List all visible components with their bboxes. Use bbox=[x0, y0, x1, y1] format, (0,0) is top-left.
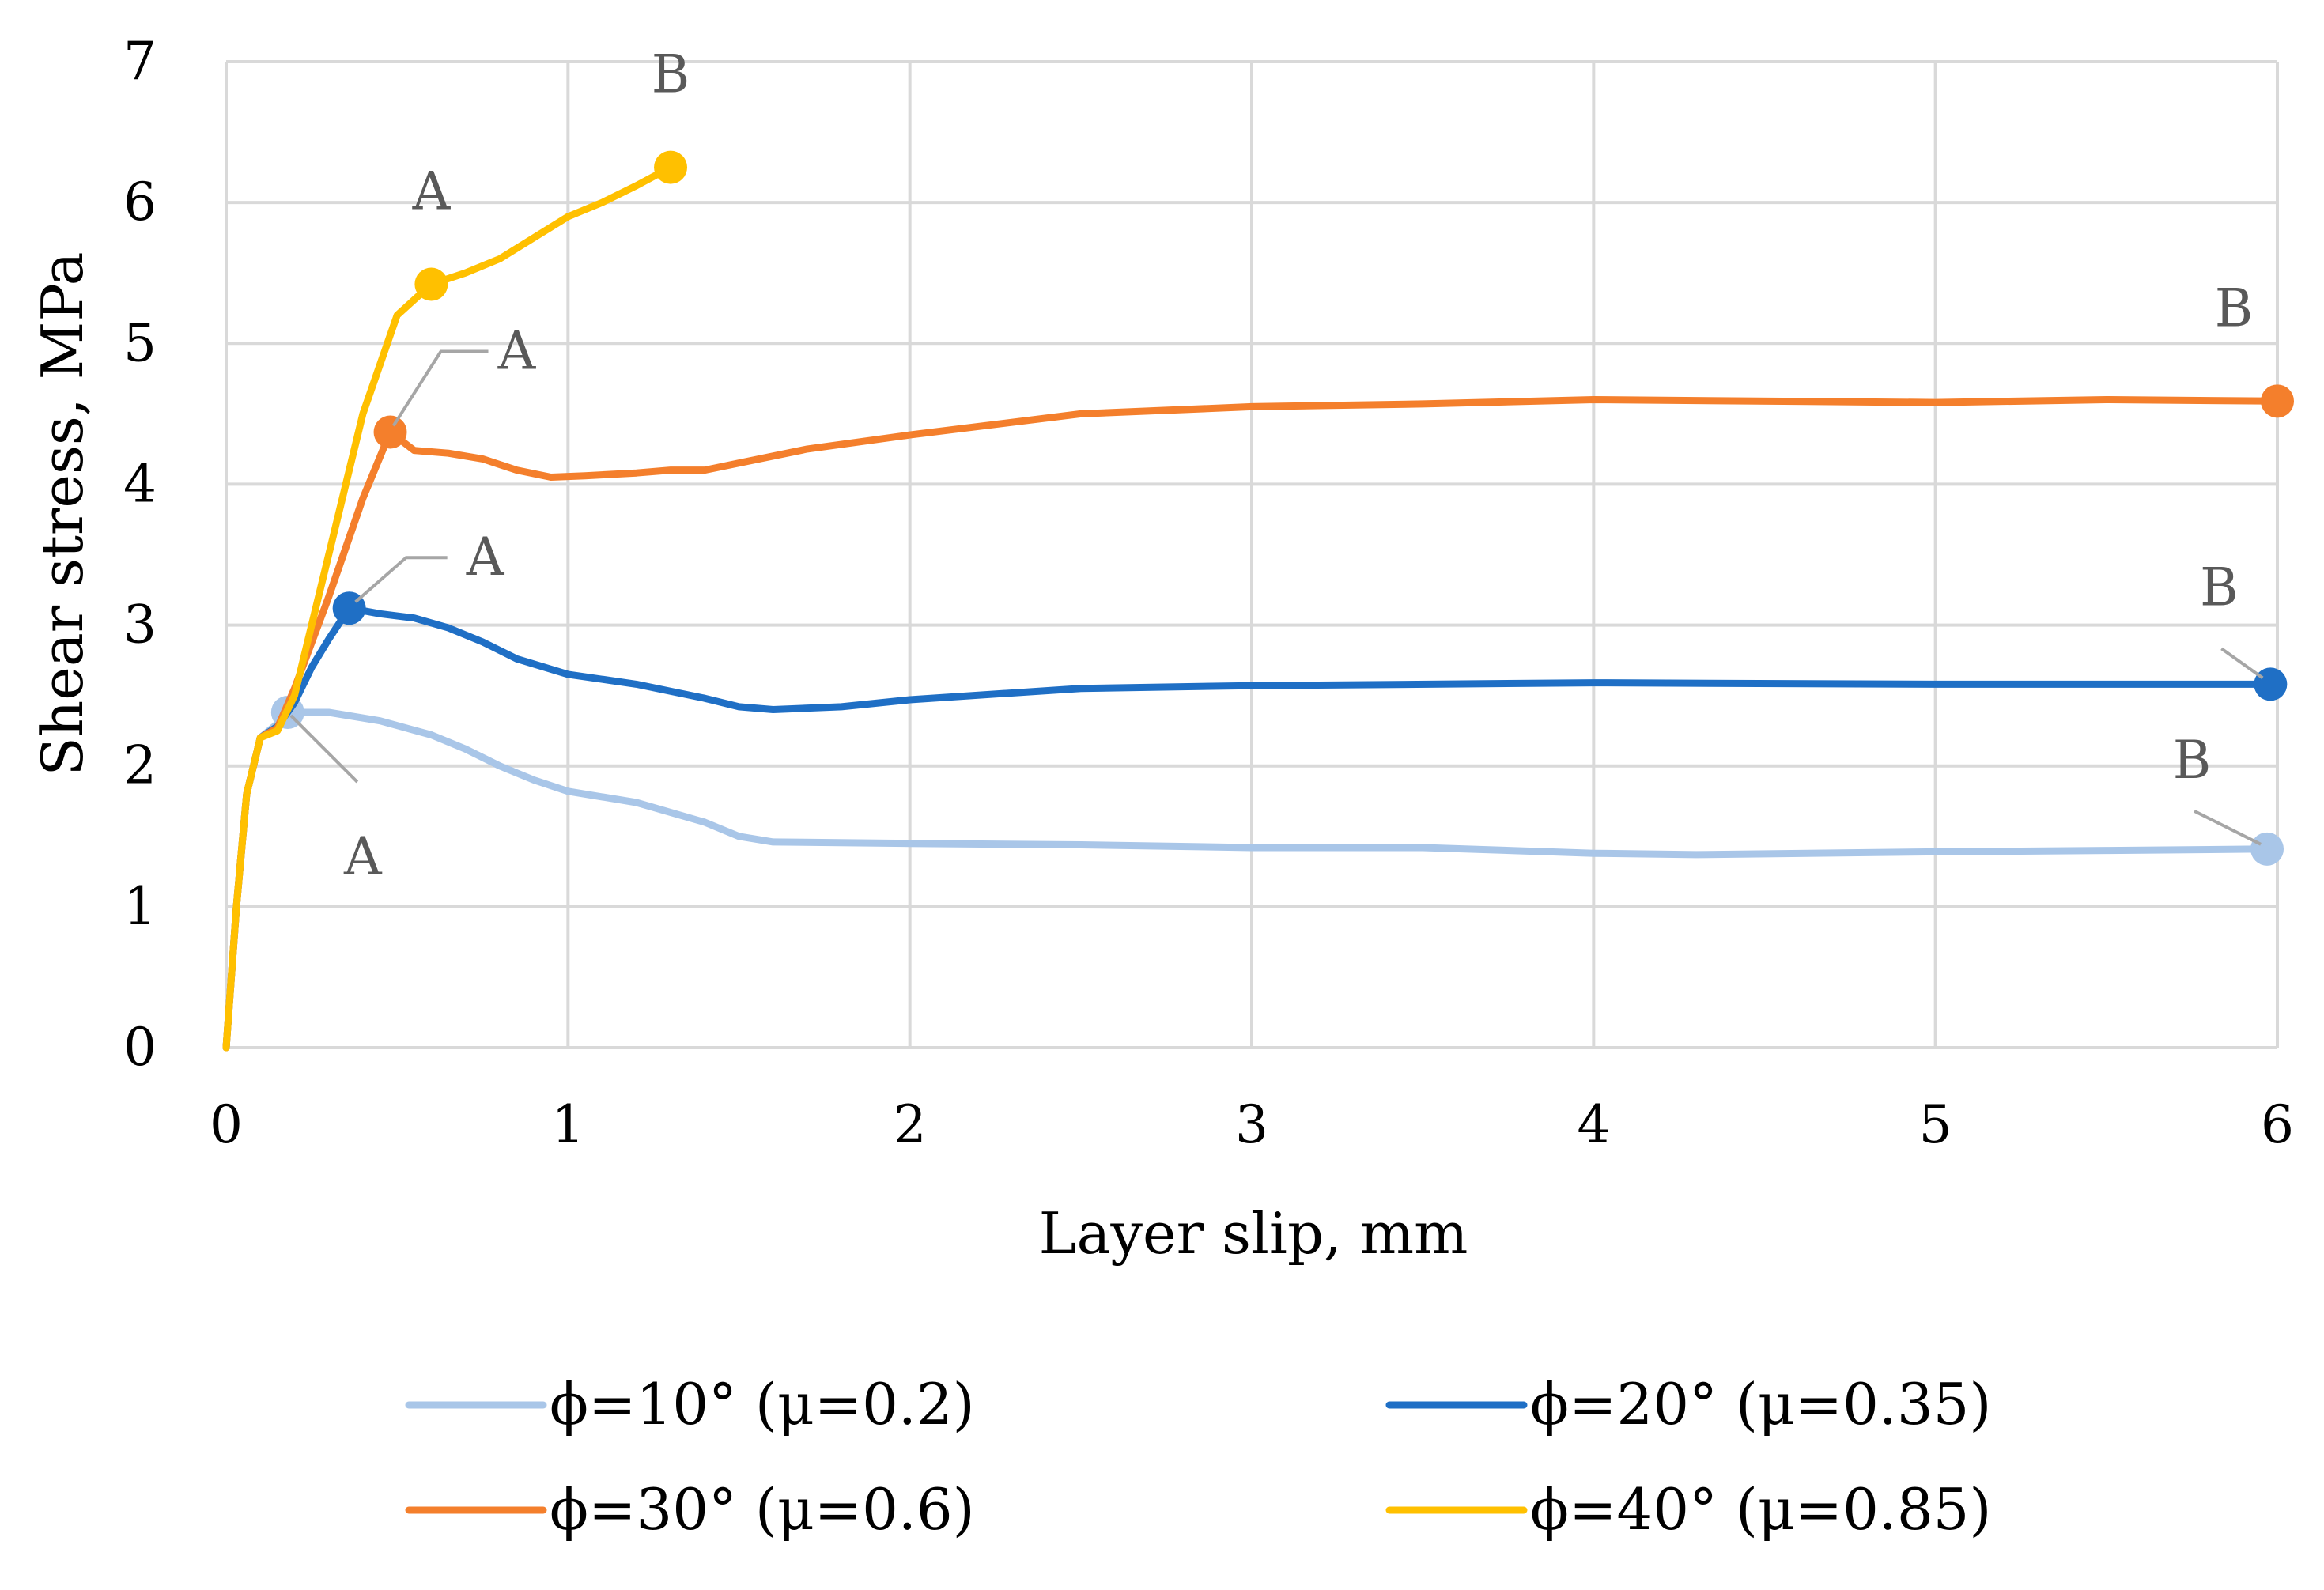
x-tick-label: 6 bbox=[2261, 1094, 2294, 1155]
x-tick-label: 2 bbox=[894, 1094, 927, 1155]
annotation-label-B: B bbox=[2215, 278, 2254, 338]
series-4-marker-B bbox=[654, 150, 688, 184]
legend: ϕ=10° (μ=0.2) ϕ=20° (μ=0.35) ϕ=30° (μ=0.6)… bbox=[405, 1371, 1992, 1543]
y-tick-label: 1 bbox=[123, 876, 157, 937]
grid bbox=[225, 60, 2279, 1049]
series-4-marker-A bbox=[414, 267, 448, 301]
y-tick-label: 3 bbox=[123, 595, 157, 655]
x-tick-label: 1 bbox=[551, 1094, 584, 1155]
annotation-leader bbox=[391, 349, 489, 427]
series-3-marker-A bbox=[373, 415, 407, 449]
annotation-leader bbox=[354, 556, 448, 603]
x-tick-label: 5 bbox=[1919, 1094, 1952, 1155]
y-tick-label: 2 bbox=[123, 735, 157, 796]
x-tick-label: 4 bbox=[1577, 1094, 1610, 1155]
x-tick-label: 3 bbox=[1235, 1094, 1268, 1155]
legend-label-1: ϕ=10° (μ=0.2) bbox=[550, 1371, 975, 1437]
y-tick-label: 4 bbox=[123, 453, 157, 514]
y-axis-title: Shear stress, MPa bbox=[29, 252, 96, 776]
x-axis-title: Layer slip, mm bbox=[1039, 1200, 1468, 1267]
series-lines bbox=[222, 150, 2294, 1052]
y-tick-label: 7 bbox=[123, 31, 157, 92]
series-line-1 bbox=[222, 708, 2271, 1052]
series-line-4 bbox=[222, 164, 675, 1052]
legend-label-3: ϕ=30° (μ=0.6) bbox=[550, 1476, 975, 1543]
annotation-label-A: A bbox=[412, 161, 452, 221]
legend-label-4: ϕ=40° (μ=0.85) bbox=[1530, 1476, 1992, 1543]
series-3-marker-B bbox=[2261, 384, 2294, 418]
annotation-label-B: B bbox=[2173, 730, 2212, 791]
x-tick-label: 0 bbox=[210, 1094, 243, 1155]
annotation-label-B: B bbox=[652, 44, 690, 105]
annotation-leader bbox=[2220, 647, 2264, 680]
annotation-label-A: A bbox=[497, 321, 537, 382]
series-line-2 bbox=[222, 604, 2274, 1052]
annotation-leader bbox=[2194, 810, 2262, 846]
axes: 0 1 2 3 4 5 6 7 0 1 2 3 4 5 6 bbox=[123, 31, 2294, 1155]
annotations: A B A B A B A B bbox=[289, 44, 2264, 887]
y-tick-label: 5 bbox=[123, 312, 157, 373]
legend-label-2: ϕ=20° (μ=0.35) bbox=[1530, 1371, 1992, 1437]
annotation-label-B: B bbox=[2200, 557, 2239, 617]
series-2-marker-B bbox=[2254, 667, 2288, 701]
annotation-label-A: A bbox=[343, 826, 383, 887]
y-tick-label: 0 bbox=[123, 1017, 157, 1078]
annotation-label-A: A bbox=[466, 527, 505, 587]
annotation-leader bbox=[289, 714, 359, 784]
y-tick-label: 6 bbox=[123, 172, 157, 232]
series-1-marker-B bbox=[2250, 832, 2284, 866]
